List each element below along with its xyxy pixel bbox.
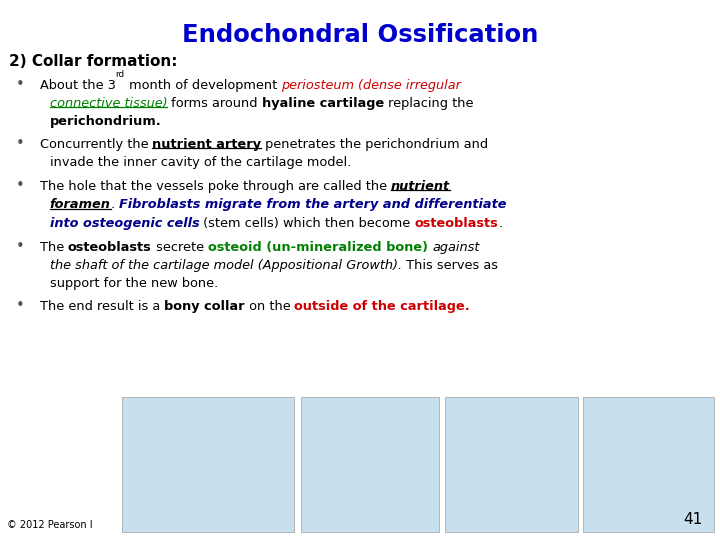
Text: against: against [432, 240, 480, 254]
Text: •: • [16, 239, 24, 254]
Text: nutrient: nutrient [391, 180, 450, 193]
Text: (dense irregular: (dense irregular [358, 78, 461, 92]
Text: The hole that the vessels poke through are called the: The hole that the vessels poke through a… [40, 180, 391, 193]
Text: .: . [498, 217, 503, 230]
Text: periosteum: periosteum [281, 78, 358, 92]
Text: Endochondral Ossification: Endochondral Ossification [182, 23, 538, 46]
Text: The end result is a: The end result is a [40, 300, 164, 313]
Text: month of development: month of development [125, 78, 281, 92]
Text: Fibroblasts migrate from the artery and differentiate: Fibroblasts migrate from the artery and … [119, 198, 506, 212]
Text: invade the inner cavity of the cartilage model.: invade the inner cavity of the cartilage… [50, 156, 351, 170]
Bar [122, 397, 294, 532]
Text: nutrient artery: nutrient artery [153, 138, 261, 151]
Text: (stem cells) which then become: (stem cells) which then become [199, 217, 415, 230]
Text: About the 3: About the 3 [40, 78, 115, 92]
Text: foramen: foramen [50, 198, 111, 212]
Text: osteoblasts: osteoblasts [415, 217, 498, 230]
Text: •: • [16, 178, 24, 193]
Text: hyaline cartilage: hyaline cartilage [262, 97, 384, 110]
Text: •: • [16, 77, 24, 92]
Text: The: The [40, 240, 68, 254]
Text: 2) Collar formation:: 2) Collar formation: [9, 54, 178, 69]
Text: osteoid (un-mineralized bone): osteoid (un-mineralized bone) [208, 240, 428, 254]
Text: support for the new bone.: support for the new bone. [50, 277, 218, 291]
Text: replacing the: replacing the [384, 97, 474, 110]
Bar [445, 397, 578, 532]
Text: penetrates the perichondrium and: penetrates the perichondrium and [261, 138, 489, 151]
Text: This serves as: This serves as [402, 259, 498, 272]
Text: •: • [16, 298, 24, 313]
Text: © 2012 Pearson I: © 2012 Pearson I [7, 520, 93, 530]
Text: osteoblasts: osteoblasts [68, 240, 152, 254]
Text: .: . [111, 198, 119, 212]
Text: the shaft of the cartilage model (Appositional Growth).: the shaft of the cartilage model (Apposi… [50, 259, 402, 272]
Text: outside of the cartilage.: outside of the cartilage. [294, 300, 470, 313]
Text: 41: 41 [683, 511, 702, 526]
Text: connective tissue): connective tissue) [50, 97, 167, 110]
Text: bony collar: bony collar [164, 300, 245, 313]
Text: secrete: secrete [152, 240, 208, 254]
Text: rd: rd [115, 70, 125, 79]
Bar [301, 397, 439, 532]
Text: on the: on the [245, 300, 294, 313]
Text: •: • [16, 136, 24, 151]
Text: forms around: forms around [167, 97, 262, 110]
Text: perichondrium.: perichondrium. [50, 115, 161, 129]
Bar [583, 397, 714, 532]
Text: into osteogenic cells: into osteogenic cells [50, 217, 199, 230]
Text: Concurrently the: Concurrently the [40, 138, 153, 151]
